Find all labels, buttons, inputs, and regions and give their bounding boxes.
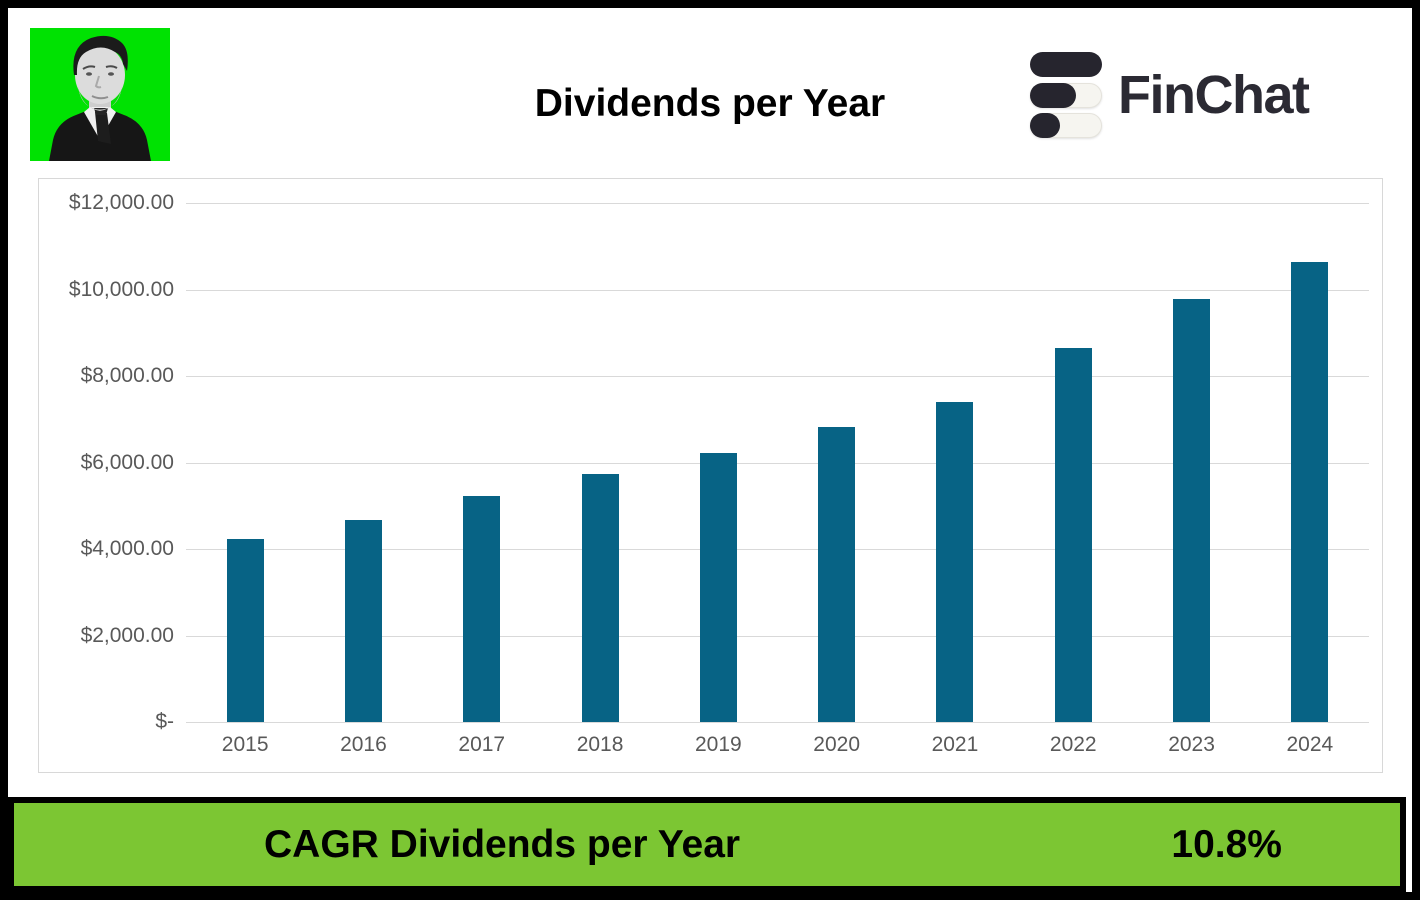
ytick-label-6000: $6,000.00 [80,450,174,474]
xtick-label-2020: 2020 [813,733,860,756]
finchat-bars-icon [1030,52,1102,138]
xtick-label-2017: 2017 [458,733,506,756]
xtick-label-2023: 2023 [1168,733,1215,756]
man-portrait [49,35,151,161]
xtick-label-2019: 2019 [694,733,742,756]
gridline-4000 [186,549,1369,550]
logo-bar-bottom [1030,113,1102,138]
bar-2016 [344,520,382,722]
xtick-label-2022: 2022 [1049,733,1097,756]
ytick-label-8000: $8,000.00 [80,364,174,387]
gridline-10000 [186,289,1369,291]
ytick-label-10000: $10,000.00 [68,277,174,301]
bar-2021 [936,402,974,722]
ytick-label-0: $- [155,710,174,733]
bar-2023 [1173,299,1211,722]
xtick-label-2021: 2021 [931,733,979,756]
cagr-label: CAGR Dividends per Year [264,822,741,866]
xtick-label-2015: 2015 [221,733,269,756]
ytick-label-4000: $4,000.00 [80,537,174,560]
gridline-8000 [186,376,1369,377]
gridline-2000 [186,635,1369,637]
logo-bar-top [1030,52,1102,77]
gridline-0 [186,722,1369,723]
page-title: Dividends per Year [534,82,886,125]
finchat-logo: FinChat [1030,52,1310,138]
bar-2022 [1054,347,1092,722]
gridline-12000 [186,203,1369,204]
bar-2019 [699,453,737,722]
presenter-photo [30,28,170,161]
cagr-bar: CAGR Dividends per Year 10.8% [8,797,1406,892]
ytick-label-2000: $2,000.00 [80,623,174,647]
bar-2024 [1291,261,1329,722]
logo-bar-middle [1030,82,1102,108]
cagr-value: 10.8% [1171,822,1282,866]
bar-2015 [226,538,264,722]
bar-2020 [818,427,856,722]
xtick-label-2016: 2016 [340,733,387,756]
gridline-6000 [186,462,1369,464]
bar-2018 [581,473,619,722]
plot-area: $12,000.00 $10,000.00 $8,000.00 $6,000.00 $4… [39,179,1382,772]
dividends-chart-panel: $12,000.00 $10,000.00 $8,000.00 $6,000.00 $4… [38,178,1383,773]
ytick-label-12000: $12,000.00 [68,191,174,214]
finchat-wordmark: FinChat [1118,65,1310,125]
xtick-label-2024: 2024 [1286,733,1334,756]
xtick-label-2018: 2018 [576,733,624,756]
bar-2017 [463,495,501,722]
